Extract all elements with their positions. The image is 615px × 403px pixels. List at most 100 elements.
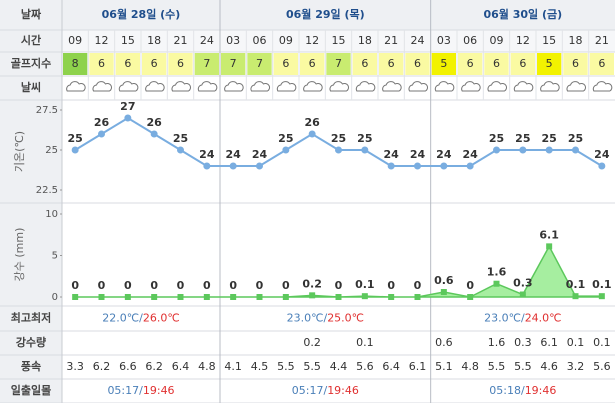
rain-point (546, 243, 553, 250)
rain-point (414, 294, 421, 300)
wind-speed: 4.5 (251, 360, 269, 373)
rain-amount: 0.6 (435, 336, 453, 349)
time: 24 (411, 34, 425, 47)
day-label: 06월 30일 (금) (483, 7, 562, 21)
weather-icon (382, 81, 402, 92)
sunrise: 05:17 (107, 384, 139, 397)
row-label: 최고최저 (11, 311, 51, 325)
value-label: 26 (305, 116, 321, 129)
weather-icon (329, 81, 349, 92)
header-bg (0, 0, 615, 30)
golf-index: 6 (388, 57, 395, 70)
weather-icon (197, 81, 218, 92)
rain-amount: 0.2 (303, 336, 321, 349)
sunrise: 05:17 (292, 384, 324, 397)
weather-icon (303, 81, 323, 92)
time: 12 (95, 34, 109, 47)
sun-times: 05:17/19:46 (107, 384, 174, 397)
rain-point (335, 294, 342, 300)
value-label: 25 (68, 132, 83, 145)
time: 12 (516, 34, 530, 47)
sunrise: 05:18 (489, 384, 521, 397)
temp-point (414, 162, 421, 170)
y-tick-label: 27.5 (36, 105, 58, 116)
temp-point (466, 162, 474, 170)
time: 21 (174, 34, 188, 47)
separator: / (521, 312, 525, 325)
value-label: 24 (410, 148, 426, 161)
wind-speed: 5.5 (488, 360, 506, 373)
temp-point (98, 130, 105, 138)
value-label: 6.1 (539, 228, 559, 241)
golf-cell (405, 53, 430, 75)
temp-point (282, 146, 290, 154)
weather-icon (487, 81, 507, 92)
sunset: 19:46 (327, 384, 359, 397)
time: 18 (569, 34, 583, 47)
golf-cell (115, 53, 140, 75)
golf-index: 7 (203, 57, 210, 70)
wind-speed: 4.6 (540, 360, 558, 373)
rain-amount: 1.6 (488, 336, 506, 349)
golf-index: 8 (72, 57, 79, 70)
golf-cell (563, 53, 588, 75)
max-temp: 25.0℃ (327, 312, 364, 325)
weather-icon (540, 81, 560, 92)
weather-icon (408, 81, 428, 92)
golf-index: 6 (98, 57, 105, 70)
weather-icon (566, 81, 586, 92)
weather-icon (592, 81, 613, 92)
golf-index: 6 (361, 57, 368, 70)
rain-point (598, 293, 605, 300)
weather-icon (513, 81, 534, 92)
value-label: 0 (466, 279, 474, 292)
rain-point (493, 280, 500, 287)
value-label: 25 (542, 132, 557, 145)
time: 03 (226, 34, 240, 47)
wind-speed: 5.6 (356, 360, 374, 373)
wind-speed: 3.3 (66, 360, 84, 373)
golf-cell (352, 53, 377, 75)
wind-speed: 6.4 (382, 360, 400, 373)
axis-label: 기온(℃) (13, 131, 26, 172)
rain-point (124, 294, 131, 300)
golf-index: 6 (519, 57, 526, 70)
golf-index: 7 (335, 57, 342, 70)
value-label: 0.1 (355, 278, 375, 291)
separator: / (139, 384, 143, 397)
separator: / (521, 384, 525, 397)
weather-icon (434, 81, 455, 92)
golf-index: 6 (414, 57, 421, 70)
golf-index: 6 (572, 57, 579, 70)
label-column (0, 0, 62, 403)
time: 18 (147, 34, 161, 47)
weather-icon (250, 81, 270, 92)
max-temp: 26.0℃ (143, 312, 180, 325)
golf-cell (300, 53, 325, 75)
time: 15 (332, 34, 346, 47)
value-label: 25 (489, 132, 504, 145)
wind-speed: 6.4 (172, 360, 190, 373)
temp-point (387, 162, 395, 170)
rain-point (388, 294, 395, 300)
temp-point (177, 146, 184, 154)
y-tick-label: 5 (52, 251, 58, 262)
max-temp: 24.0℃ (525, 312, 562, 325)
golf-index: 6 (467, 57, 474, 70)
wind-speed: 6.1 (409, 360, 427, 373)
wind-speed: 3.2 (567, 360, 585, 373)
row-label: 강수량 (16, 335, 46, 349)
value-label: 24 (594, 148, 610, 161)
golf-index: 6 (151, 57, 158, 70)
golf-index: 6 (309, 57, 316, 70)
weather-icon (118, 81, 139, 92)
weather-icon (224, 81, 244, 92)
time: 24 (200, 34, 214, 47)
min-temp: 23.0℃ (484, 312, 521, 325)
time-bg (0, 30, 615, 52)
time: 21 (595, 34, 609, 47)
value-label: 25 (515, 132, 530, 145)
rain-point (230, 294, 237, 300)
golf-cell (379, 53, 404, 75)
rain-point (467, 294, 474, 300)
